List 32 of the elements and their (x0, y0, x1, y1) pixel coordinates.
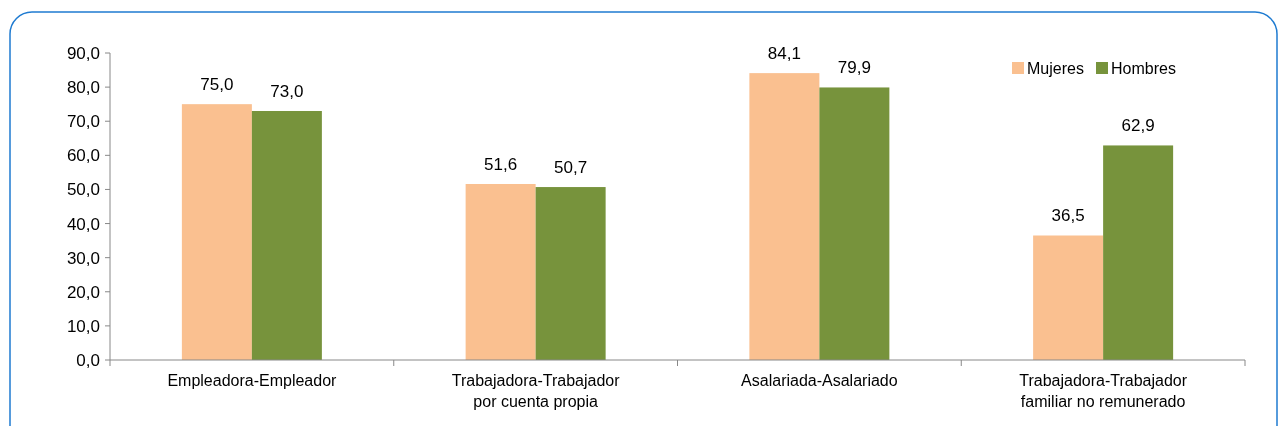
y-tick-label: 50,0 (66, 180, 100, 200)
y-tick-label: 10,0 (66, 316, 100, 336)
y-tick-label: 70,0 (66, 112, 100, 132)
bar (181, 104, 252, 360)
text: 84,1 (767, 44, 801, 64)
text: 79,9 (837, 58, 871, 78)
bar (1033, 235, 1104, 360)
text: 73,0 (270, 81, 304, 101)
legend-label: Hombres (1111, 59, 1176, 77)
legend-label: Mujeres (1027, 59, 1084, 77)
y-tick-label: 60,0 (66, 146, 100, 166)
x-tick-label: Trabajadora-Trabajador familiar no remunerado (1019, 372, 1188, 410)
bar (535, 187, 606, 360)
text: 51,6 (484, 154, 518, 174)
text: 36,5 (1051, 206, 1085, 226)
y-tick-label: 90,0 (66, 43, 100, 63)
y-tick-label: 30,0 (66, 248, 100, 268)
bar (1103, 145, 1174, 360)
text: 62,9 (1121, 116, 1155, 136)
y-tick-label: 40,0 (66, 214, 100, 234)
x-tick-label: Trabajadora-Trabajador por cuenta propia (451, 372, 621, 410)
x-tick-label: Empleadora-Empleador (167, 372, 338, 389)
text: 50,7 (554, 158, 588, 178)
y-tick-label: 80,0 (66, 78, 100, 98)
bar (465, 183, 536, 360)
text: 75,0 (200, 75, 234, 95)
y-tick-label: 0,0 (76, 350, 100, 370)
y-tick-label: 20,0 (66, 282, 100, 302)
bar (819, 87, 890, 360)
bar (749, 73, 820, 360)
x-tick-label: Asalariada-Asalariado (741, 372, 898, 389)
bar (251, 110, 322, 360)
